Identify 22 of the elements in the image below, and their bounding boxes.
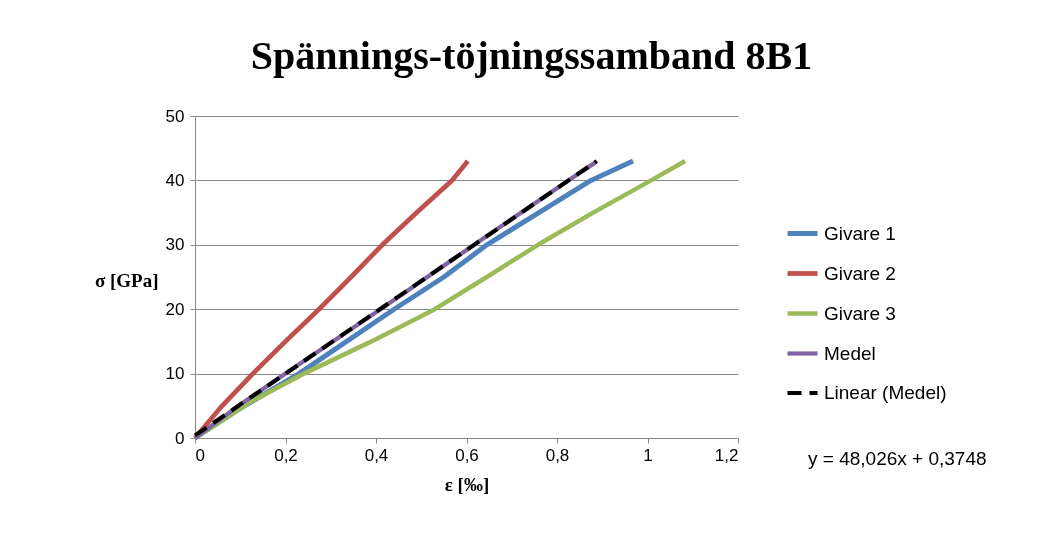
text: y = 48,026x + 0,3748	[808, 448, 987, 470]
x-tick-label: 0,6	[455, 445, 479, 465]
chart-title: Spännings-töjningssamband 8B1	[250, 33, 813, 78]
y-tick-label: 40	[165, 170, 185, 190]
x-tick-label: 0	[195, 445, 205, 465]
y-tick-label: 20	[165, 299, 185, 319]
legend-label: Givare 2	[824, 262, 896, 284]
x-tick-label: 0,8	[545, 445, 570, 465]
y-tick-label: 10	[165, 364, 185, 384]
y-tick-label: 0	[175, 428, 185, 448]
y-axis-title: σ [GPa]	[94, 269, 159, 291]
legend-label: Givare 3	[824, 302, 896, 324]
x-tick-label: 1,2	[714, 445, 739, 465]
legend-label: Medel	[824, 342, 876, 364]
x-tick-label: 0,2	[274, 445, 298, 465]
x-tick-label: 1	[643, 445, 653, 465]
y-tick-label: 50	[165, 106, 185, 126]
y-tick-label: 30	[165, 235, 185, 255]
legend-label: Givare 1	[824, 222, 896, 244]
x-tick-label: 0,4	[364, 445, 389, 465]
x-axis-title: ε [‰]	[444, 473, 490, 495]
legend-label: Linear (Medel)	[824, 382, 947, 403]
